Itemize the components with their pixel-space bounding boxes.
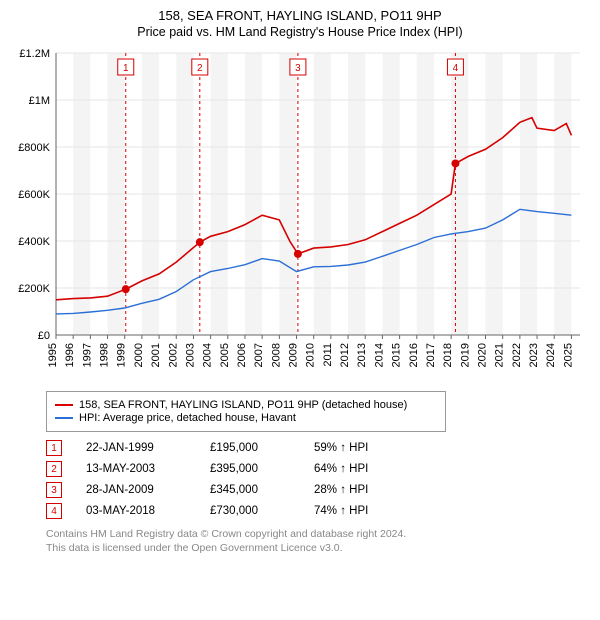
marker-box: 2 (46, 461, 62, 477)
svg-text:2006: 2006 (236, 343, 248, 367)
svg-text:2014: 2014 (373, 343, 385, 367)
sales-row: 1 22-JAN-1999 £195,000 59% ↑ HPI (46, 440, 590, 456)
svg-text:2000: 2000 (133, 343, 145, 367)
svg-text:2023: 2023 (528, 343, 540, 367)
svg-text:2012: 2012 (339, 343, 351, 367)
sale-price: £195,000 (210, 442, 290, 454)
legend-swatch (55, 417, 73, 419)
footer-line: Contains HM Land Registry data © Crown c… (46, 527, 590, 541)
sales-row: 4 03-MAY-2018 £730,000 74% ↑ HPI (46, 503, 590, 519)
sale-price: £345,000 (210, 484, 290, 496)
svg-text:2018: 2018 (442, 343, 454, 367)
svg-text:£800K: £800K (18, 142, 50, 154)
svg-text:£1M: £1M (29, 95, 50, 107)
legend: 158, SEA FRONT, HAYLING ISLAND, PO11 9HP… (46, 391, 446, 432)
marker-number: 3 (51, 485, 57, 496)
chart-area: £0 £200K £400K £600K £800K £1M £1.2M 1995 1996 19… (10, 45, 590, 385)
sale-date: 03-MAY-2018 (86, 505, 186, 517)
marker-number: 4 (51, 506, 57, 517)
svg-text:£1.2M: £1.2M (19, 48, 50, 60)
svg-text:2017: 2017 (425, 343, 437, 367)
svg-text:2016: 2016 (408, 343, 420, 367)
svg-text:£400K: £400K (18, 236, 50, 248)
svg-text:2004: 2004 (202, 343, 214, 367)
marker-box: 4 (46, 503, 62, 519)
sale-date: 13-MAY-2003 (86, 463, 186, 475)
chart-svg: £0 £200K £400K £600K £800K £1M £1.2M 1995 1996 19… (10, 45, 590, 385)
svg-text:1995: 1995 (47, 343, 59, 367)
sale-pct: 59% ↑ HPI (314, 442, 414, 454)
marker-box: 1 (46, 440, 62, 456)
svg-text:1997: 1997 (81, 343, 93, 367)
svg-text:1999: 1999 (116, 343, 128, 367)
footer: Contains HM Land Registry data © Crown c… (46, 527, 590, 555)
svg-text:1996: 1996 (64, 343, 76, 367)
svg-text:1998: 1998 (99, 343, 111, 367)
sales-table: 1 22-JAN-1999 £195,000 59% ↑ HPI 2 13-MA… (46, 440, 590, 519)
footer-line: This data is licensed under the Open Gov… (46, 541, 590, 555)
svg-text:2: 2 (197, 63, 203, 74)
svg-text:2015: 2015 (391, 343, 403, 367)
svg-text:1: 1 (123, 63, 129, 74)
svg-text:2013: 2013 (356, 343, 368, 367)
svg-text:2025: 2025 (562, 343, 574, 367)
sale-pct: 64% ↑ HPI (314, 463, 414, 475)
svg-text:2007: 2007 (253, 343, 265, 367)
marker-box: 3 (46, 482, 62, 498)
svg-text:2008: 2008 (270, 343, 282, 367)
marker-number: 1 (51, 443, 57, 454)
chart-subtitle: Price paid vs. HM Land Registry's House … (10, 25, 590, 39)
sale-price: £730,000 (210, 505, 290, 517)
sale-date: 28-JAN-2009 (86, 484, 186, 496)
svg-text:2024: 2024 (545, 343, 557, 367)
svg-text:£600K: £600K (18, 189, 50, 201)
svg-text:£200K: £200K (18, 283, 50, 295)
legend-swatch (55, 404, 73, 406)
marker-number: 2 (51, 464, 57, 475)
sale-price: £395,000 (210, 463, 290, 475)
title-block: 158, SEA FRONT, HAYLING ISLAND, PO11 9HP… (10, 8, 590, 39)
svg-text:4: 4 (453, 63, 459, 74)
sale-date: 22-JAN-1999 (86, 442, 186, 454)
legend-item: 158, SEA FRONT, HAYLING ISLAND, PO11 9HP… (55, 399, 437, 411)
svg-text:2022: 2022 (511, 343, 523, 367)
legend-label: 158, SEA FRONT, HAYLING ISLAND, PO11 9HP… (79, 399, 407, 411)
sale-pct: 28% ↑ HPI (314, 484, 414, 496)
svg-text:2019: 2019 (459, 343, 471, 367)
svg-text:3: 3 (295, 63, 301, 74)
sales-row: 2 13-MAY-2003 £395,000 64% ↑ HPI (46, 461, 590, 477)
svg-text:2011: 2011 (322, 343, 334, 367)
svg-text:2003: 2003 (184, 343, 196, 367)
chart-container: 158, SEA FRONT, HAYLING ISLAND, PO11 9HP… (0, 0, 600, 563)
svg-text:2002: 2002 (167, 343, 179, 367)
svg-text:2021: 2021 (494, 343, 506, 367)
sales-row: 3 28-JAN-2009 £345,000 28% ↑ HPI (46, 482, 590, 498)
chart-title: 158, SEA FRONT, HAYLING ISLAND, PO11 9HP (10, 8, 590, 23)
legend-item: HPI: Average price, detached house, Hava… (55, 412, 437, 424)
svg-text:2001: 2001 (150, 343, 162, 367)
svg-text:2010: 2010 (305, 343, 317, 367)
svg-text:2005: 2005 (219, 343, 231, 367)
svg-text:2020: 2020 (477, 343, 489, 367)
svg-text:2009: 2009 (288, 343, 300, 367)
legend-label: HPI: Average price, detached house, Hava… (79, 412, 296, 424)
sale-pct: 74% ↑ HPI (314, 505, 414, 517)
svg-text:£0: £0 (38, 330, 50, 342)
